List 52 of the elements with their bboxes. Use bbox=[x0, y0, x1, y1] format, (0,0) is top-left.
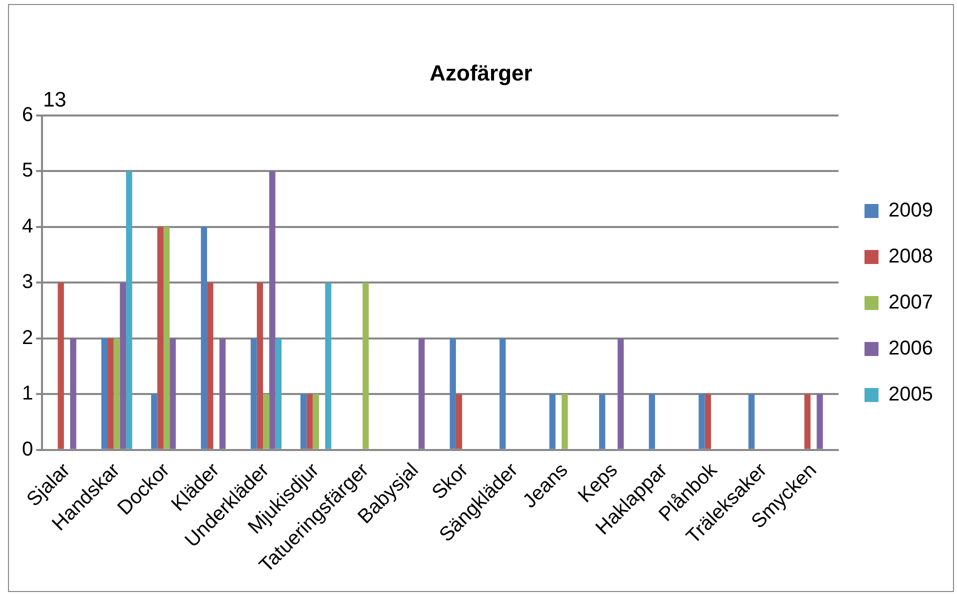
bar bbox=[58, 282, 64, 449]
bar bbox=[275, 338, 282, 449]
bar bbox=[120, 282, 126, 449]
bar bbox=[157, 226, 164, 449]
bar bbox=[70, 338, 76, 449]
bar bbox=[306, 394, 313, 449]
bar bbox=[300, 394, 307, 449]
y-tick-label: 1 bbox=[22, 382, 34, 405]
bar bbox=[618, 338, 624, 449]
legend-label: 2007 bbox=[888, 292, 934, 314]
bar bbox=[200, 226, 208, 449]
bar bbox=[704, 394, 711, 449]
bar bbox=[250, 338, 257, 449]
bar bbox=[256, 282, 264, 449]
bar bbox=[748, 394, 755, 449]
y-tick-label: 2 bbox=[22, 326, 34, 349]
y-tick-label: 3 bbox=[22, 271, 34, 294]
y-tick-label: 0 bbox=[22, 438, 34, 460]
bar bbox=[312, 394, 319, 449]
y-tick-label: 5 bbox=[22, 160, 34, 182]
bar bbox=[418, 338, 425, 449]
bar bbox=[101, 338, 108, 449]
bar bbox=[804, 394, 811, 449]
bar bbox=[599, 394, 606, 449]
bar bbox=[263, 394, 270, 449]
bar bbox=[562, 394, 568, 449]
bar bbox=[549, 394, 556, 449]
bar bbox=[163, 226, 170, 449]
bar bbox=[698, 394, 705, 449]
y-tick-label: 4 bbox=[22, 215, 34, 238]
bar bbox=[170, 338, 176, 449]
text: 13 bbox=[42, 88, 66, 112]
bar bbox=[362, 282, 369, 449]
y-tick-label: 6 bbox=[22, 104, 34, 126]
legend-label: 2006 bbox=[888, 338, 934, 360]
bar bbox=[456, 394, 462, 449]
bar bbox=[450, 338, 456, 449]
bar bbox=[325, 282, 332, 449]
bar bbox=[207, 282, 214, 449]
bar bbox=[500, 338, 506, 449]
bar bbox=[219, 338, 226, 449]
bar bbox=[151, 394, 158, 449]
bar bbox=[269, 171, 276, 449]
legend-label: 2005 bbox=[888, 384, 934, 406]
bar bbox=[648, 394, 656, 449]
bar bbox=[108, 338, 114, 449]
legend-label: 2009 bbox=[888, 200, 934, 222]
legend-label: 2008 bbox=[888, 246, 934, 268]
bar bbox=[114, 338, 120, 449]
chart-title: Azofärger bbox=[430, 60, 533, 86]
bar bbox=[816, 394, 823, 449]
bar bbox=[126, 171, 132, 449]
